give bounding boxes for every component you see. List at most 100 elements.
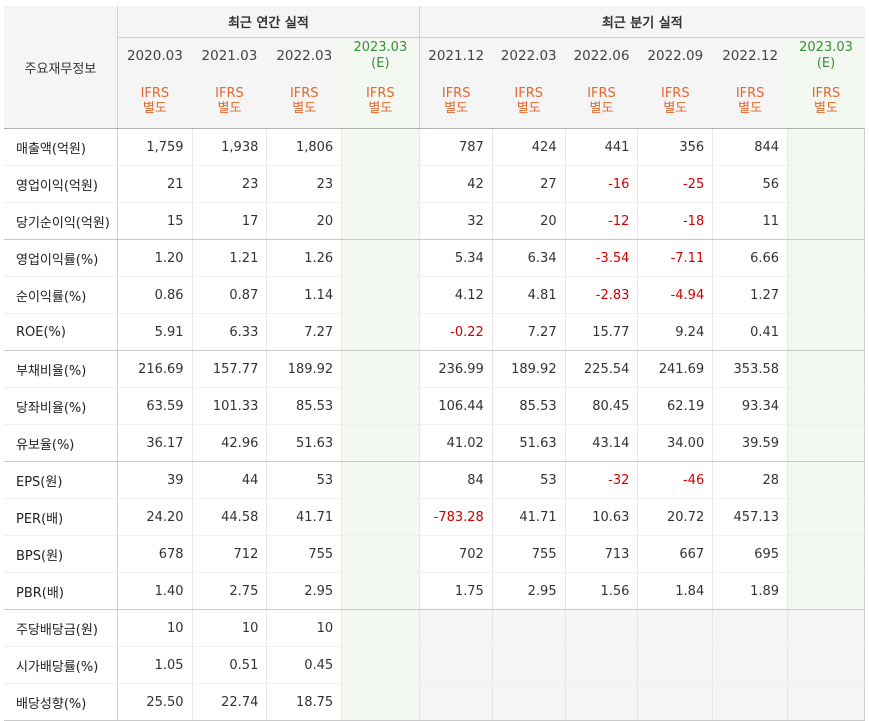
table-cell: 1.84 [637, 572, 714, 610]
table-cell: 80.45 [565, 387, 639, 425]
table-cell: 17 [192, 202, 268, 240]
table-cell: -32 [565, 461, 639, 499]
table-cell: 157.77 [192, 350, 268, 388]
table-cell: 7.27 [266, 313, 343, 351]
table-cell: 2.95 [492, 572, 566, 610]
table-row: 매출액(억원) 1,759 1,938 1,806 787 424 441 356 844 [4, 128, 865, 166]
table-cell [787, 239, 865, 277]
table-cell [637, 646, 714, 684]
table-cell [341, 313, 421, 351]
table-cell [565, 646, 639, 684]
table-cell: 44 [192, 461, 268, 499]
standard-label-line2: 별도 [814, 101, 838, 116]
table-cell: 51.63 [492, 424, 566, 462]
table-cell [787, 683, 865, 721]
table-row: 유보율(%) 36.17 42.96 51.63 41.02 51.63 43.14 34.0… [4, 424, 865, 462]
row-label: 부채비율(%) [4, 350, 118, 388]
table-cell [341, 683, 421, 721]
table-cell: 11 [712, 202, 789, 240]
table-cell: 5.34 [419, 239, 493, 277]
table-cell: 0.41 [712, 313, 789, 351]
table-cell: -16 [565, 165, 639, 203]
table-cell: 43.14 [565, 424, 639, 462]
period-label: 2022.12 [722, 48, 779, 64]
row-label: 당기순이익(억원) [4, 202, 118, 240]
table-cell: 23 [192, 165, 268, 203]
table-cell [712, 683, 789, 721]
table-body: 매출액(억원) 1,759 1,938 1,806 787 424 441 356 844 영업이… [4, 128, 865, 721]
accounting-standard-label: IFRS 별도 [787, 74, 865, 129]
table-cell: 457.13 [712, 498, 789, 536]
table-cell: -46 [637, 461, 714, 499]
table-cell [565, 683, 639, 721]
table-cell: -25 [637, 165, 714, 203]
standard-header-row: IFRS 별도 IFRS 별도 IFRS 별도 IFRS 별도 IFRS 별도 IFRS 별도 IFRS… [4, 74, 865, 129]
table-cell: 1.89 [712, 572, 789, 610]
row-label: 순이익률(%) [4, 276, 118, 314]
table-cell: 51.63 [266, 424, 343, 462]
table-cell: 39 [117, 461, 193, 499]
table-cell: 2.95 [266, 572, 343, 610]
table-cell [787, 165, 865, 203]
table-cell: -783.28 [419, 498, 493, 536]
table-cell: 0.86 [117, 276, 193, 314]
table-cell: 844 [712, 128, 789, 166]
financial-summary-table: 주요재무정보 최근 연간 실적 최근 분기 실적 2020.03 2021.03 2… [4, 6, 865, 721]
table-cell [787, 646, 865, 684]
standard-label-line1: IFRS [514, 86, 544, 101]
table-cell: 20.72 [637, 498, 714, 536]
table-cell: 10.63 [565, 498, 639, 536]
table-cell: -4.94 [637, 276, 714, 314]
period-label: 2022.09 [647, 48, 704, 64]
table-cell: 9.24 [637, 313, 714, 351]
table-row: 주당배당금(원) 10 10 10 [4, 609, 865, 647]
table-cell: 712 [192, 535, 268, 573]
table-cell [787, 461, 865, 499]
table-cell: 667 [637, 535, 714, 573]
standard-label-line2: 별도 [292, 101, 317, 116]
table-cell: 755 [492, 535, 566, 573]
table-cell: 84 [419, 461, 493, 499]
table-cell: 41.71 [266, 498, 343, 536]
accounting-standard-label: IFRS 별도 [419, 74, 493, 129]
table-cell: -3.54 [565, 239, 639, 277]
table-cell [492, 646, 566, 684]
table-cell: 41.02 [419, 424, 493, 462]
row-label: 시가배당률(%) [4, 646, 118, 684]
table-cell: 39.59 [712, 424, 789, 462]
table-cell: 1.27 [712, 276, 789, 314]
table-row: BPS(원) 678 712 755 702 755 713 667 695 [4, 535, 865, 573]
row-label: 영업이익률(%) [4, 239, 118, 277]
table-cell [341, 276, 421, 314]
table-cell: 787 [419, 128, 493, 166]
table-cell: 424 [492, 128, 566, 166]
table-cell: 755 [266, 535, 343, 573]
table-cell [787, 387, 865, 425]
table-cell: 1.05 [117, 646, 193, 684]
row-label: BPS(원) [4, 535, 118, 573]
table-cell [787, 609, 865, 647]
table-cell: 189.92 [492, 350, 566, 388]
table-cell: 93.34 [712, 387, 789, 425]
table-cell [341, 646, 421, 684]
table-cell: 4.12 [419, 276, 493, 314]
table-cell [341, 165, 421, 203]
table-cell: 236.99 [419, 350, 493, 388]
table-cell: 1.56 [565, 572, 639, 610]
standard-label-line1: IFRS [661, 86, 690, 101]
table-cell: 216.69 [117, 350, 193, 388]
table-cell [787, 202, 865, 240]
table-header: 주요재무정보 최근 연간 실적 최근 분기 실적 2020.03 2021.03 2… [4, 6, 865, 129]
table-cell [637, 683, 714, 721]
table-cell: 20 [492, 202, 566, 240]
table-row: 영업이익(억원) 21 23 23 42 27 -16 -25 56 [4, 165, 865, 203]
table-cell [341, 128, 421, 166]
row-label: 주당배당금(원) [4, 609, 118, 647]
standard-label-line1: IFRS [215, 86, 244, 101]
table-cell [341, 609, 421, 647]
standard-label-line2: 별도 [368, 101, 393, 116]
table-cell: 441 [565, 128, 639, 166]
table-cell [787, 424, 865, 462]
table-cell: 21 [117, 165, 193, 203]
table-cell [341, 572, 421, 610]
